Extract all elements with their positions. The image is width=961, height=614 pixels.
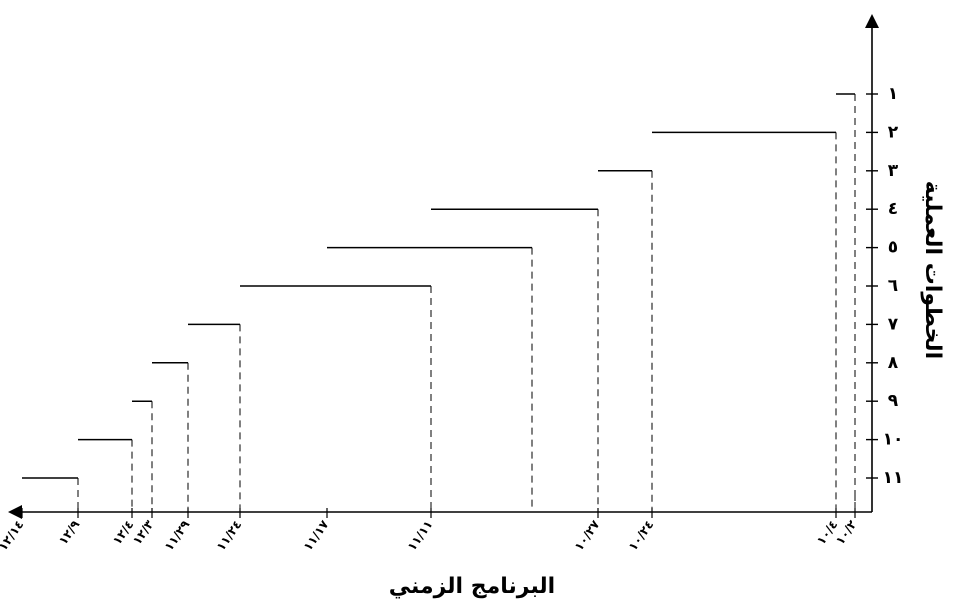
x-axis-title: البرنامج الزمني (389, 574, 555, 599)
date-label: ١١/٢٤ (214, 518, 245, 554)
date-tick-labels: ١٠/٢١٠/٤١٠/٢٤١٠/٢٧١١/١١١١/١٧١١/٢٤١١/٢٩١٢… (0, 508, 860, 553)
step-label: ٨ (888, 353, 899, 373)
y-axis-title: الخطوات العملية (920, 181, 945, 359)
date-label: ١١/١٧ (301, 517, 332, 553)
chart-axes (8, 14, 879, 519)
step-label: ٢ (888, 122, 899, 142)
date-label: ١٠/٢ (833, 517, 860, 547)
date-label: ١٢/٣ (130, 517, 157, 547)
date-label: ١١/١١ (405, 518, 436, 554)
y-axis-arrow (865, 14, 879, 28)
date-label: ١١/٢٩ (162, 517, 193, 553)
date-label: ١٠/٢٧ (572, 517, 603, 553)
x-axis-arrow (8, 505, 22, 519)
step-label: ٥ (888, 238, 898, 258)
step-label: ٣ (888, 161, 899, 181)
step-label: ٤ (888, 199, 898, 219)
step-bars (22, 93, 855, 479)
date-label: ١٢/٤ (110, 518, 137, 548)
step-label: ٩ (888, 391, 899, 411)
date-label: ١٢/٩ (56, 517, 83, 547)
step-tick-labels: ١ ٢ ٣ ٤ ٥ ٦ ٧ ٨ ٩ ١٠ ١١ (866, 84, 903, 488)
step-label: ١٠ (883, 430, 904, 450)
step-label: ٧ (888, 314, 899, 334)
date-label: ١٠/٢٤ (626, 518, 657, 554)
date-label: ١٢/١٤ (0, 518, 26, 554)
dashed-guide-lines (77, 94, 856, 512)
step-label: ١١ (883, 468, 904, 488)
step-label: ٦ (888, 276, 898, 296)
step-label: ١ (888, 84, 898, 104)
